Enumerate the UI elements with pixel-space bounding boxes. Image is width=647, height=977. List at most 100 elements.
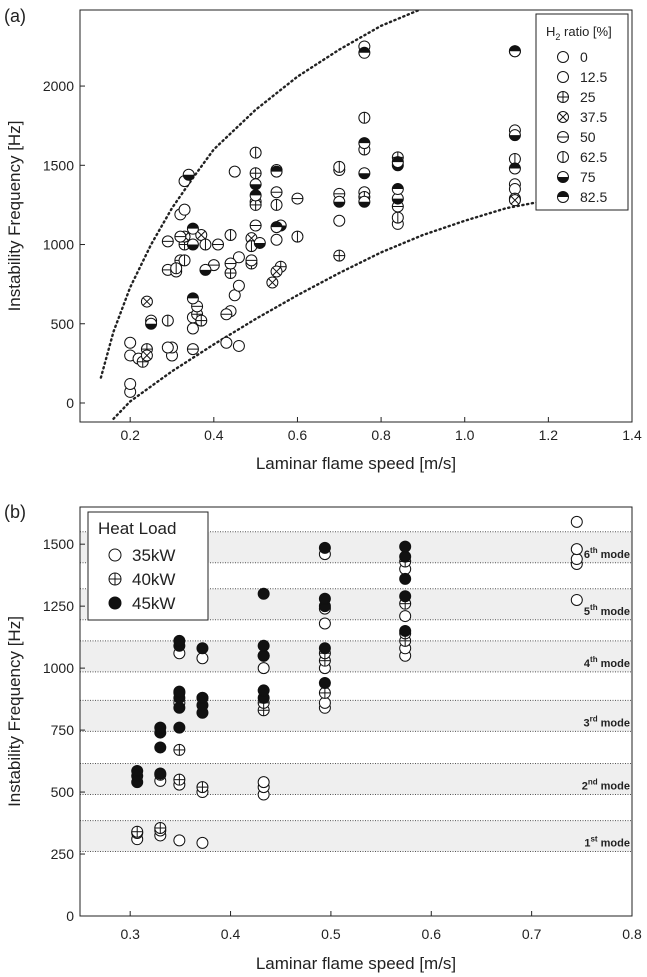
legend-label-a: 25 (580, 89, 596, 105)
legend-b: Heat Load 35kW 40kW 45kW (87, 511, 209, 621)
y-tick-label-a: 500 (51, 316, 75, 332)
y-tick-label-b: 250 (51, 846, 75, 862)
data-point-h2-62_5 (358, 111, 371, 124)
data-point-40kW (173, 743, 186, 756)
legend-title-b: Heat Load (98, 519, 176, 538)
data-point-45kW (318, 541, 331, 554)
mode-label: 4th mode (584, 655, 630, 670)
data-point-h2-82_5 (358, 137, 371, 150)
data-point-h2-82_5 (508, 162, 521, 175)
data-point-h2-82_5 (358, 46, 371, 59)
x-tick-label-a: 1.4 (622, 427, 642, 443)
boundary-curve-upper-bound (99, 10, 423, 379)
legend-marker-a (557, 191, 569, 203)
data-point-h2-37_5 (195, 229, 208, 242)
data-point-h2-75 (508, 129, 521, 142)
data-point-45kW (196, 642, 209, 655)
data-point-h2-25 (249, 167, 262, 180)
data-point-35kW (570, 515, 583, 528)
data-point-h2-62_5 (161, 314, 174, 327)
x-tick-label-b: 0.4 (221, 926, 241, 942)
x-tick-label-a: 0.2 (120, 427, 140, 443)
panel-b: 1st mode 2nd mode 3rd mode 4th mode 5th mode… (4, 502, 642, 973)
data-point-45kW (399, 624, 412, 637)
legend-marker-b (108, 572, 122, 586)
data-point-35kW (173, 834, 186, 847)
y-tick-label-a: 1000 (43, 237, 74, 253)
y-tick-label-b: 1000 (43, 660, 74, 676)
data-point-h2-62_5 (291, 230, 304, 243)
data-point-h2-50 (270, 186, 283, 199)
data-point-h2-62_5 (508, 152, 521, 165)
y-tick-label-a: 1500 (43, 157, 74, 173)
legend-label-a: 0 (580, 49, 588, 65)
data-point-h2-37_5 (508, 194, 521, 207)
mode-label: 2nd mode (582, 778, 630, 793)
boundary-curve-lower-bound (112, 198, 550, 420)
data-point-35kW (570, 593, 583, 606)
legend-marker-a (557, 171, 569, 183)
data-point-45kW (257, 639, 270, 652)
data-point-35kW (196, 836, 209, 849)
data-point-h2-75 (253, 236, 266, 249)
data-point-35kW (399, 610, 412, 623)
plot-frame-a (79, 9, 633, 423)
legend-marker-a (557, 91, 569, 103)
data-point-h2-75 (199, 263, 212, 276)
data-point-h2-75 (333, 195, 346, 208)
legend-title-sub: 2 (555, 32, 560, 42)
data-point-h2-82_5 (186, 222, 199, 235)
data-point-40kW (173, 773, 186, 786)
x-tick-label-a: 0.6 (288, 427, 308, 443)
data-point-h2-50 (212, 238, 224, 251)
x-tick-label-a: 0.8 (371, 427, 391, 443)
data-point-h2-75 (358, 167, 371, 180)
data-point-h2-50 (224, 257, 237, 270)
mode-label: 5th mode (584, 603, 630, 618)
legend-label-a: 37.5 (580, 109, 607, 125)
legend-label-a: 62.5 (580, 149, 607, 165)
panel-label-b: (b) (4, 502, 26, 522)
legend-label-a: 82.5 (580, 189, 607, 205)
data-point-h2-12_5 (270, 233, 283, 246)
data-point-h2-0 (228, 165, 241, 178)
legend-label-b: 45kW (132, 594, 175, 613)
legend-a: H2 ratio [%] 0 12.5 25 37.5 50 62.5 75 82.5 (535, 13, 629, 211)
data-point-h2-50 (174, 230, 187, 243)
mode-band (80, 640, 632, 672)
data-point-35kW (318, 696, 331, 709)
data-point-h2-62_5 (391, 211, 404, 224)
data-point-h2-82_5 (508, 45, 521, 58)
data-point-h2-50 (220, 308, 233, 321)
legend-box-a (535, 13, 629, 211)
data-point-45kW (257, 649, 270, 662)
legend-marker-b (108, 548, 122, 562)
y-tick-label-b: 1500 (43, 536, 74, 552)
data-point-40kW (154, 822, 167, 835)
data-point-h2-25 (333, 249, 346, 262)
data-point-45kW (173, 721, 186, 734)
y-axis-label-a: Instability Frequency [Hz] (5, 121, 24, 312)
x-tick-label-b: 0.8 (622, 926, 642, 942)
data-point-40kW (196, 781, 209, 794)
data-point-h2-75 (182, 168, 195, 181)
x-tick-label-b: 0.7 (522, 926, 542, 942)
panel-label-a: (a) (4, 6, 26, 26)
mode-band (80, 820, 632, 852)
y-tick-label-a: 0 (66, 395, 74, 411)
data-point-h2-50 (249, 219, 262, 232)
data-point-35kW (196, 652, 209, 665)
data-point-h2-50 (161, 235, 174, 248)
data-point-40kW (131, 825, 144, 838)
legend-marker-a (557, 151, 569, 163)
data-point-h2-12_5 (232, 279, 245, 292)
mode-label: 3rd mode (583, 714, 630, 729)
legend-marker-a (557, 71, 569, 83)
y-tick-label-b: 1250 (43, 598, 74, 614)
legend-label-a: 50 (580, 129, 596, 145)
data-point-45kW (399, 572, 412, 585)
data-point-h2-82_5 (391, 156, 404, 169)
data-point-35kW (570, 543, 583, 556)
data-point-45kW (131, 764, 144, 777)
